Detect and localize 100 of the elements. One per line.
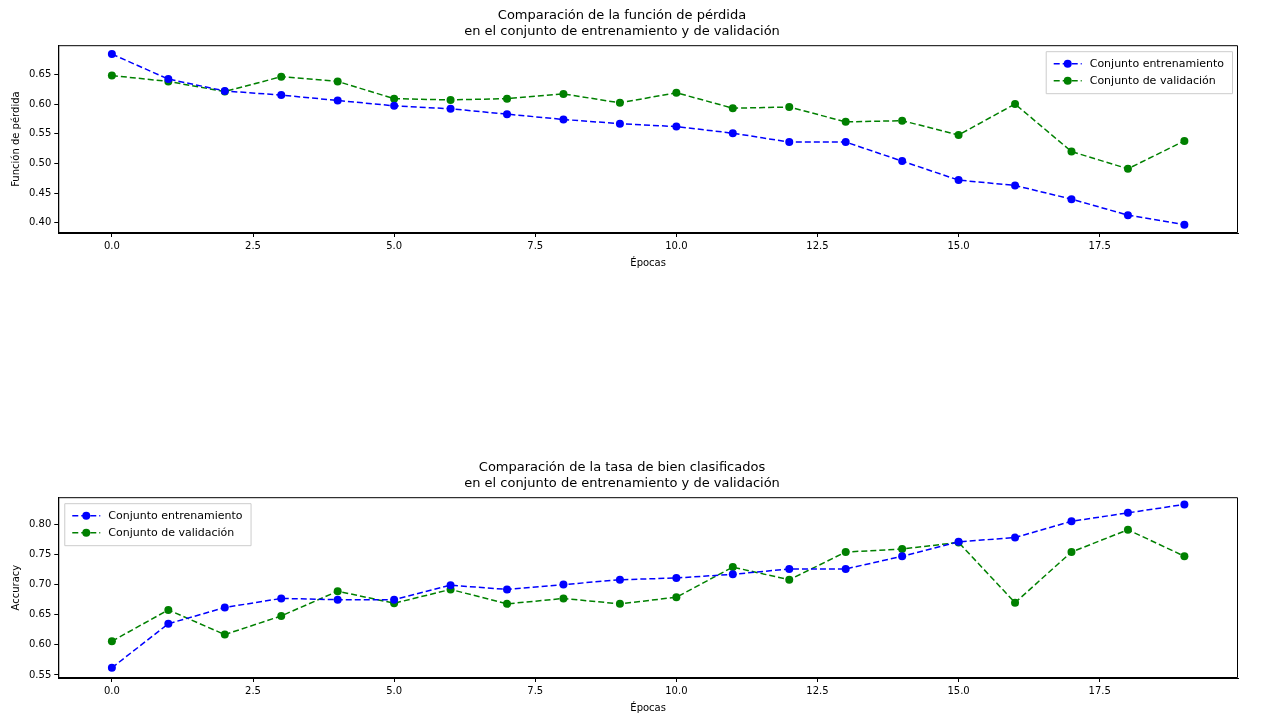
point	[277, 72, 286, 81]
y-tick-label: 0.50	[29, 157, 52, 169]
point	[1067, 147, 1076, 156]
point	[672, 88, 681, 97]
point	[1011, 533, 1020, 542]
point	[841, 117, 850, 126]
point	[615, 599, 624, 608]
x-axis-title: Épocas	[630, 255, 666, 268]
point	[503, 599, 512, 608]
point	[390, 101, 399, 110]
point	[107, 637, 116, 646]
point	[728, 570, 737, 579]
y-tick-label: 0.40	[29, 216, 52, 228]
y-axis-title: Accuracy	[9, 564, 21, 611]
x-tick-label: 0.0	[103, 239, 120, 251]
x-tick-label: 17.5	[1088, 684, 1111, 696]
point	[164, 619, 173, 628]
legend-label: Conjunto de validación	[1089, 73, 1216, 87]
point	[559, 580, 568, 589]
x-tick-label: 15.0	[947, 239, 970, 251]
point	[841, 564, 850, 573]
point	[841, 138, 850, 147]
point	[1067, 548, 1076, 557]
point	[333, 77, 342, 86]
point	[615, 98, 624, 107]
point	[1180, 500, 1189, 509]
legend-label: Conjunto entrenamiento	[108, 508, 243, 522]
x-tick-label: 5.0	[386, 239, 403, 251]
point	[277, 594, 286, 603]
x-tick-label: 10.0	[665, 239, 688, 251]
point	[615, 575, 624, 584]
x-tick-label: 7.5	[527, 684, 544, 696]
point	[785, 103, 794, 112]
point	[503, 110, 512, 119]
y-tick-label: 0.65	[29, 67, 52, 79]
point	[1011, 598, 1020, 607]
y-tick-label: 0.65	[29, 608, 52, 620]
point	[107, 663, 116, 672]
chart-title: Comparación de la función de pérdida en el conjunto de entrenamiento y de validación	[464, 7, 780, 38]
point	[107, 50, 116, 59]
point	[954, 130, 963, 139]
y-tick-label: 0.55	[29, 668, 52, 680]
x-tick-label: 17.5	[1088, 239, 1111, 251]
point	[785, 575, 794, 584]
legend-label: Conjunto de validación	[108, 525, 235, 539]
point	[503, 585, 512, 594]
point	[446, 95, 455, 104]
x-tick-label: 2.5	[245, 239, 261, 251]
point	[785, 138, 794, 147]
point	[728, 104, 737, 113]
point	[1180, 552, 1189, 561]
y-tick-label: 0.75	[29, 548, 52, 560]
point	[1180, 220, 1189, 229]
point	[898, 157, 907, 166]
point	[728, 563, 737, 572]
point	[220, 603, 229, 612]
point	[1123, 211, 1132, 220]
point	[220, 630, 229, 639]
point	[1123, 508, 1132, 517]
point	[503, 94, 512, 103]
point	[390, 94, 399, 103]
y-tick-label: 0.60	[29, 638, 52, 650]
x-tick-label: 0.0	[103, 684, 120, 696]
point	[1123, 525, 1132, 534]
point	[559, 89, 568, 98]
x-tick-label: 12.5	[806, 684, 829, 696]
x-axis-title: Épocas	[630, 700, 666, 713]
x-tick-label: 10.0	[665, 684, 688, 696]
point	[672, 122, 681, 131]
point	[446, 581, 455, 590]
point	[1067, 195, 1076, 204]
y-tick-label: 0.70	[29, 578, 52, 590]
point	[1067, 517, 1076, 526]
point	[672, 573, 681, 582]
legend-label: Conjunto entrenamiento	[1089, 56, 1225, 70]
x-tick-label: 2.5	[245, 684, 261, 696]
point	[898, 545, 907, 554]
point	[954, 176, 963, 185]
point	[107, 71, 116, 80]
point	[559, 115, 568, 124]
x-tick-label: 12.5	[806, 239, 829, 251]
point	[1011, 181, 1020, 190]
point	[333, 595, 342, 604]
point	[277, 91, 286, 100]
y-tick-label: 0.80	[29, 517, 52, 529]
point	[1180, 136, 1189, 145]
y-tick-label: 0.45	[29, 186, 52, 198]
point	[333, 587, 342, 596]
point	[615, 119, 624, 128]
point	[277, 611, 286, 620]
point	[446, 104, 455, 113]
x-tick-label: 5.0	[386, 684, 403, 696]
point	[1123, 164, 1132, 173]
chart-title: Comparación de la tasa de bien clasificados en el conjunto de entrenamiento y de validación	[464, 459, 780, 490]
point	[672, 593, 681, 602]
x-tick-label: 7.5	[527, 239, 544, 251]
point	[164, 605, 173, 614]
point	[728, 129, 737, 138]
point	[841, 548, 850, 557]
point	[390, 595, 399, 604]
